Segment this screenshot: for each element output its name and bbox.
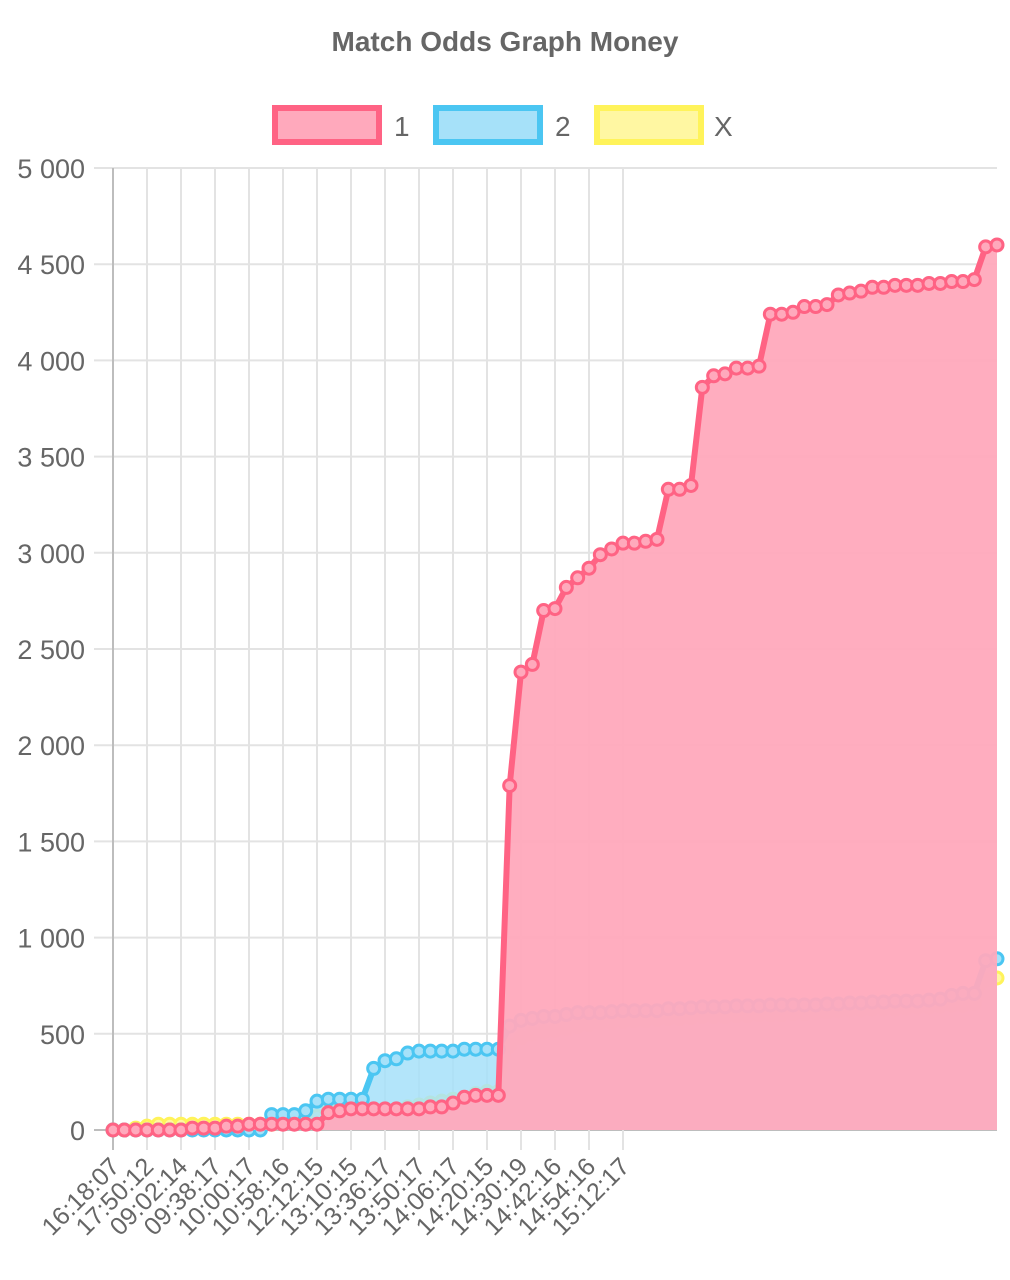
legend-label-2: 2: [555, 111, 571, 142]
y-tick-label: 3 000: [17, 539, 85, 569]
y-tick-label: 1 000: [17, 924, 85, 954]
legend-swatch-1: [272, 105, 382, 145]
legend: 1 2 X: [272, 105, 733, 145]
data-point-1[interactable]: [547, 601, 563, 617]
legend-item-2[interactable]: 2: [433, 105, 571, 145]
y-axis: 0 500 1 000 1 500 2 000 2 500 3 000 3 500 4 000 4…: [17, 154, 85, 1146]
data-point-1[interactable]: [966, 272, 982, 288]
legend-item-1[interactable]: 1: [272, 105, 410, 145]
series-area-1: [113, 244, 997, 1130]
y-tick-label: 5 000: [17, 154, 85, 184]
y-tick-label: 4 500: [17, 250, 85, 280]
data-point-1[interactable]: [490, 1087, 506, 1103]
data-point-1[interactable]: [751, 358, 767, 374]
data-point-1[interactable]: [683, 477, 699, 493]
data-point-1[interactable]: [445, 1095, 461, 1111]
y-tick-label: 0: [70, 1116, 85, 1146]
data-point-1[interactable]: [694, 379, 710, 395]
legend-swatch-2: [433, 105, 543, 145]
y-tick-label: 4 000: [17, 346, 85, 376]
y-tick-label: 3 500: [17, 443, 85, 473]
y-tick-label: 2 500: [17, 635, 85, 665]
legend-item-x[interactable]: X: [594, 105, 733, 145]
data-point-1[interactable]: [785, 304, 801, 320]
data-point-1[interactable]: [524, 656, 540, 672]
data-point-1[interactable]: [570, 570, 586, 586]
y-tick-label: 500: [40, 1020, 85, 1050]
data-point-1[interactable]: [558, 579, 574, 595]
legend-label-x: X: [714, 111, 733, 142]
y-tick-label: 1 500: [17, 827, 85, 857]
data-point-2[interactable]: [388, 1051, 404, 1067]
data-point-1[interactable]: [604, 541, 620, 557]
legend-swatch-x: [594, 105, 704, 145]
data-point-1[interactable]: [649, 531, 665, 547]
data-point-2[interactable]: [298, 1103, 314, 1119]
data-point-1[interactable]: [717, 366, 733, 382]
data-point-1[interactable]: [309, 1116, 325, 1132]
chart-title: Match Odds Graph Money: [332, 26, 679, 57]
series-1: [105, 237, 1005, 1138]
plot-area: [105, 237, 1005, 1138]
y-tick-label: 2 000: [17, 731, 85, 761]
data-point-1[interactable]: [502, 778, 518, 794]
x-axis: 16:18:0717:50:1209:02:1409:38:1710:00:17…: [37, 1152, 636, 1241]
data-point-1[interactable]: [819, 297, 835, 313]
legend-label-1: 1: [394, 111, 410, 142]
data-point-1[interactable]: [581, 560, 597, 576]
data-point-1[interactable]: [513, 664, 529, 680]
data-point-1[interactable]: [989, 237, 1005, 253]
data-point-2[interactable]: [366, 1060, 382, 1076]
data-point-1[interactable]: [592, 547, 608, 563]
